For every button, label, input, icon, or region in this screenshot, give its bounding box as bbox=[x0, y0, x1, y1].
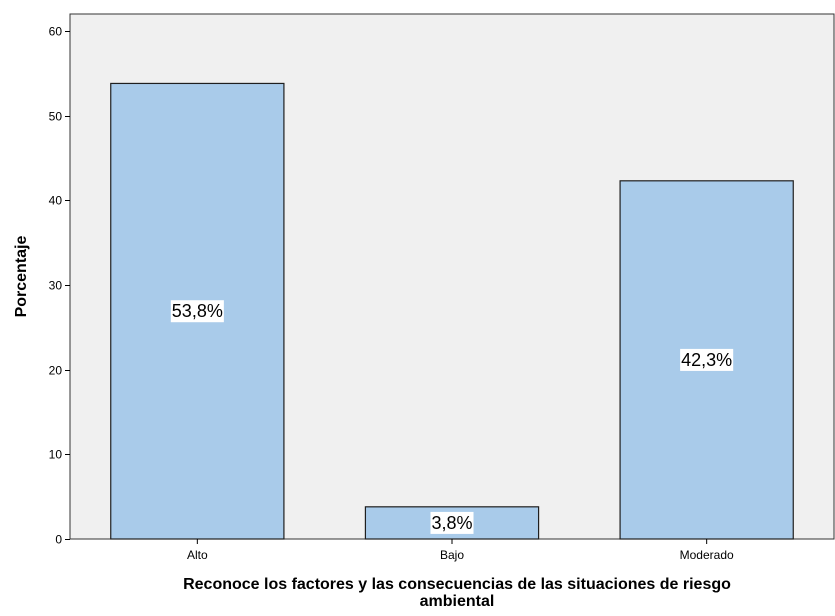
data-label: 53,8% bbox=[170, 300, 224, 323]
data-labels: 53,8% 3,8% 42,3% bbox=[170, 300, 734, 534]
data-label-background bbox=[430, 511, 474, 534]
y-tick-label: 0 bbox=[55, 533, 62, 547]
y-tick-label: 30 bbox=[49, 279, 63, 293]
data-label: 42,3% bbox=[680, 348, 734, 371]
data-label: 3,8% bbox=[430, 511, 474, 534]
data-label-text: 42,3% bbox=[681, 350, 732, 370]
data-label-text: 3,8% bbox=[431, 513, 472, 533]
y-tick-label: 60 bbox=[49, 25, 63, 39]
x-axis-title-line-2: ambiental bbox=[420, 593, 495, 610]
y-tick-label: 10 bbox=[49, 448, 63, 462]
y-tick-label: 50 bbox=[49, 110, 63, 124]
x-tick-label: Bajo bbox=[440, 548, 464, 562]
y-tick-label: 40 bbox=[49, 194, 63, 208]
y-tick-label: 20 bbox=[49, 364, 63, 378]
data-label-background bbox=[170, 300, 224, 323]
y-axis-title: Porcentaje bbox=[13, 235, 30, 317]
data-label-background bbox=[680, 348, 734, 371]
x-axis-category-labels: Alto Bajo Moderado bbox=[187, 539, 734, 562]
x-tick-label: Moderado bbox=[680, 548, 734, 562]
y-axis: 0 10 20 30 40 50 60 bbox=[49, 25, 70, 547]
x-axis-title-line-1: Reconoce los factores y las consecuencia… bbox=[183, 576, 731, 593]
x-tick-label: Alto bbox=[187, 548, 208, 562]
data-label-text: 53,8% bbox=[172, 301, 223, 321]
